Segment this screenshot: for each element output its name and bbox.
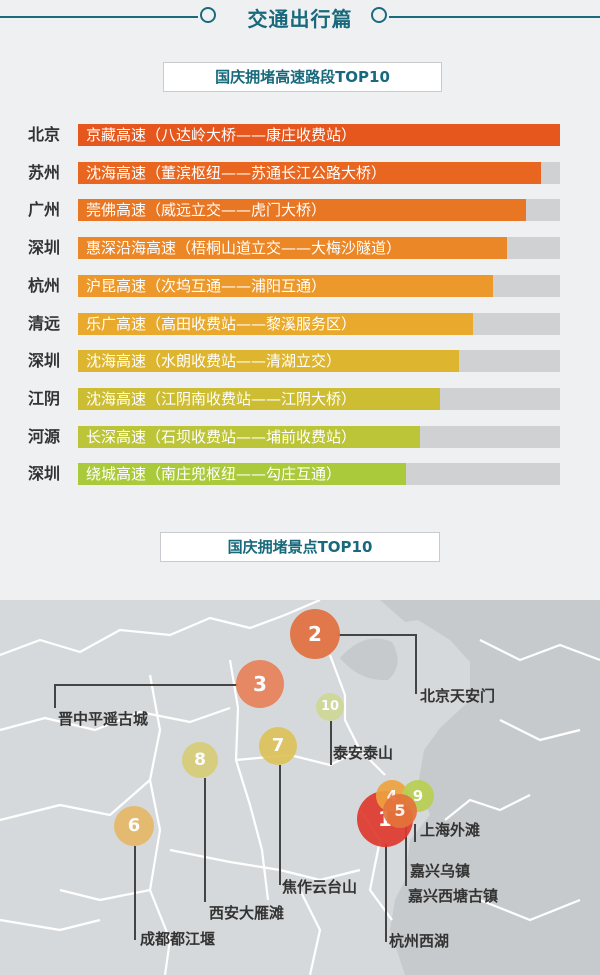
bar-city-label: 苏州 xyxy=(28,163,61,182)
bar-track: 京藏高速（八达岭大桥——康庄收费站） xyxy=(78,124,560,146)
bar-road-label: 沈海高速（水朗收费站——清湖立交） xyxy=(86,352,342,370)
bar-road-label: 沈海高速（董滨枢纽——苏通长江公路大桥） xyxy=(86,164,387,182)
bar xyxy=(78,426,420,448)
bar-row: 江阴 沈海高速（江阴南收费站——江阴大桥） xyxy=(0,387,600,411)
leader-line xyxy=(54,684,56,708)
scenic-chart-title: 国庆拥堵景点TOP10 xyxy=(160,532,440,562)
bar xyxy=(78,124,560,146)
bar xyxy=(78,350,459,372)
bar-row: 北京 京藏高速（八达岭大桥——康庄收费站） xyxy=(0,123,600,147)
bar-road-label: 惠深沿海高速（梧桐山道立交——大梅沙隧道） xyxy=(86,239,402,257)
bar xyxy=(78,275,493,297)
bar-track: 绕城高速（南庄兜枢纽——勾庄互通） xyxy=(78,463,560,485)
bar xyxy=(78,237,507,259)
bar-road-label: 沈海高速（江阴南收费站——江阴大桥） xyxy=(86,390,357,408)
map-marker: 2 xyxy=(290,609,340,659)
map-marker: 7 xyxy=(259,727,297,765)
bar-city-label: 河源 xyxy=(28,427,61,446)
bar-road-label: 京藏高速（八达岭大桥——康庄收费站） xyxy=(86,126,357,144)
bar xyxy=(78,162,541,184)
bar-row: 杭州 沪昆高速（次坞互通——浦阳互通） xyxy=(0,274,600,298)
bar-city-label: 深圳 xyxy=(28,238,61,257)
header-line-right xyxy=(389,16,600,18)
map-marker-label: 上海外滩 xyxy=(420,821,481,839)
bar-track: 沈海高速（董滨枢纽——苏通长江公路大桥） xyxy=(78,162,560,184)
bar-row: 深圳 惠深沿海高速（梧桐山道立交——大梅沙隧道） xyxy=(0,236,600,260)
ring-left-icon xyxy=(200,7,216,23)
bar-road-label: 沪昆高速（次坞互通——浦阳互通） xyxy=(86,277,327,295)
map-marker: 3 xyxy=(236,660,284,708)
map-marker-label: 北京天安门 xyxy=(420,687,496,705)
bar-track: 惠深沿海高速（梧桐山道立交——大梅沙隧道） xyxy=(78,237,560,259)
bar-row: 苏州 沈海高速（董滨枢纽——苏通长江公路大桥） xyxy=(0,161,600,185)
leader-line xyxy=(279,765,281,885)
bar-city-label: 杭州 xyxy=(28,276,61,295)
bar xyxy=(78,313,473,335)
leader-line xyxy=(405,812,407,886)
bar-track: 沪昆高速（次坞互通——浦阳互通） xyxy=(78,275,560,297)
map-marker-label: 嘉兴西塘古镇 xyxy=(408,887,499,905)
bar-city-label: 北京 xyxy=(28,125,61,144)
bar xyxy=(78,463,406,485)
leader-line xyxy=(54,684,238,686)
leader-line xyxy=(415,634,417,694)
bar xyxy=(78,199,526,221)
map-marker: 6 xyxy=(114,806,154,846)
bar-road-label: 乐广高速（高田收费站——黎溪服务区） xyxy=(86,315,357,333)
leader-line xyxy=(338,634,416,636)
bar-city-label: 广州 xyxy=(28,200,61,219)
leader-line xyxy=(330,721,332,765)
bar-row: 河源 长深高速（石坝收费站——埔前收费站） xyxy=(0,425,600,449)
header-line-left xyxy=(0,16,198,18)
bar xyxy=(78,388,440,410)
bar-city-label: 江阴 xyxy=(28,389,61,408)
bar-road-label: 绕城高速（南庄兜枢纽——勾庄互通） xyxy=(86,465,342,483)
map-marker: 5 xyxy=(383,794,417,828)
map-marker-label: 成都都江堰 xyxy=(140,930,216,948)
scenic-map: 6成都都江堰8西安大雁滩7焦作云台山3晋中平遥古城10泰安泰山2北京天安门1杭州… xyxy=(0,600,600,975)
bar-track: 莞佛高速（威远立交——虎门大桥） xyxy=(78,199,560,221)
province-borders xyxy=(0,600,600,975)
bar-city-label: 清远 xyxy=(28,314,61,333)
map-marker-label: 西安大雁滩 xyxy=(209,904,285,922)
map-marker: 8 xyxy=(182,742,218,778)
leader-line xyxy=(414,824,416,842)
bar-row: 深圳 绕城高速（南庄兜枢纽——勾庄互通） xyxy=(0,462,600,486)
bar-track: 沈海高速（江阴南收费站——江阴大桥） xyxy=(78,388,560,410)
bar-track: 乐广高速（高田收费站——黎溪服务区） xyxy=(78,313,560,335)
map-marker-label: 泰安泰山 xyxy=(333,744,394,762)
bar-road-label: 长深高速（石坝收费站——埔前收费站） xyxy=(86,428,357,446)
map-marker-label: 晋中平遥古城 xyxy=(58,710,149,728)
bar-row: 清远 乐广高速（高田收费站——黎溪服务区） xyxy=(0,312,600,336)
ring-right-icon xyxy=(371,7,387,23)
page-title: 交通出行篇 xyxy=(247,7,353,31)
bar-row: 广州 莞佛高速（威远立交——虎门大桥） xyxy=(0,198,600,222)
leader-line xyxy=(134,846,136,940)
bar-track: 长深高速（石坝收费站——埔前收费站） xyxy=(78,426,560,448)
bar-city-label: 深圳 xyxy=(28,351,61,370)
map-marker: 10 xyxy=(316,693,344,721)
bar-city-label: 深圳 xyxy=(28,464,61,483)
map-marker-label: 杭州西湖 xyxy=(389,932,450,950)
bar-track: 沈海高速（水朗收费站——清湖立交） xyxy=(78,350,560,372)
leader-line xyxy=(204,778,206,902)
bar-row: 深圳 沈海高速（水朗收费站——清湖立交） xyxy=(0,349,600,373)
map-marker-label: 嘉兴乌镇 xyxy=(410,862,471,880)
leader-line xyxy=(385,844,387,942)
highway-chart-title: 国庆拥堵高速路段TOP10 xyxy=(163,62,442,92)
map-marker-label: 焦作云台山 xyxy=(282,878,358,896)
bar-road-label: 莞佛高速（威远立交——虎门大桥） xyxy=(86,201,327,219)
section-header: 交通出行篇 xyxy=(0,0,600,34)
